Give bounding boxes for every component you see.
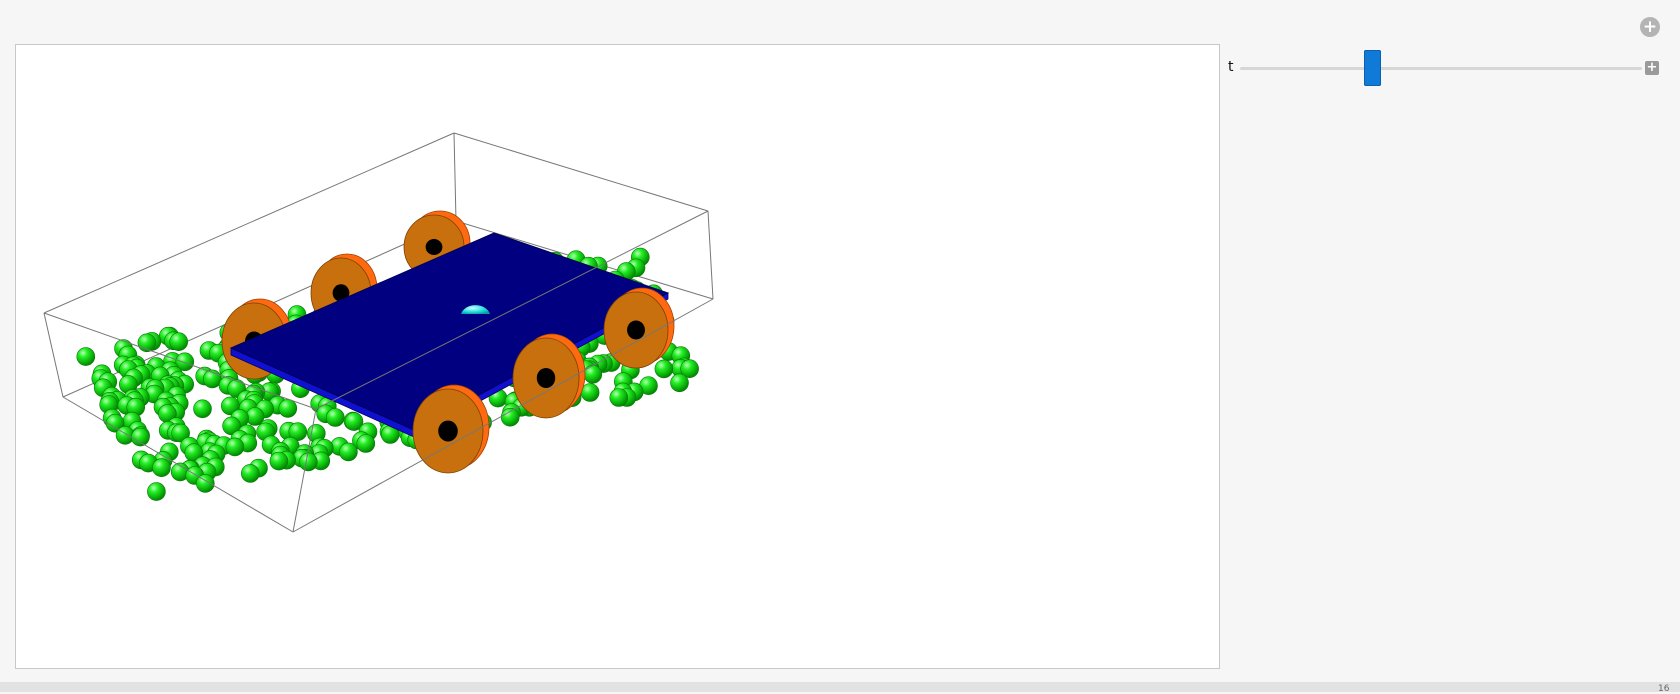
particle-ball (241, 464, 260, 483)
particle-ball (344, 412, 364, 431)
vehicle-body-top (229, 232, 670, 431)
t-slider-thumb[interactable] (1364, 50, 1382, 86)
box-edge (62, 396, 294, 533)
particle-ball (339, 442, 358, 462)
status-text: 16 (1658, 684, 1670, 694)
box-edge (292, 298, 714, 533)
wheel-hub (627, 320, 645, 340)
wheel-hub (438, 420, 458, 442)
particle-ball (680, 359, 699, 379)
particle-ball (152, 458, 171, 478)
box-edge (43, 312, 64, 398)
particle-ball (325, 408, 345, 427)
particle-ball (500, 407, 520, 427)
box-edge (315, 210, 709, 410)
particle-ball (288, 422, 308, 442)
box-edge (292, 408, 317, 533)
particle-ball (269, 451, 289, 471)
box-edge (43, 132, 455, 314)
particle-ball (222, 416, 241, 436)
particle-ball (171, 423, 190, 443)
box-edge (707, 210, 714, 300)
box-edge (453, 132, 709, 212)
center-marker (461, 305, 490, 314)
wheel-hub (536, 368, 556, 388)
wheel-hub (332, 284, 350, 302)
particle-ball (225, 437, 245, 457)
particle-ball (169, 332, 188, 352)
particle-ball (654, 359, 674, 379)
particle-ball (298, 452, 318, 472)
box-edge (43, 312, 317, 410)
slider-expand-icon[interactable]: + (1645, 60, 1659, 75)
particle-ball (583, 364, 603, 384)
3d-graphics-panel[interactable] (15, 44, 1220, 669)
particle-ball (278, 399, 298, 418)
t-slider-track[interactable] (1240, 67, 1642, 70)
particle-ball (105, 413, 125, 433)
particle-ball (147, 482, 166, 501)
particle-ball (670, 373, 689, 393)
particle-ball (131, 427, 150, 447)
particle-ball (609, 388, 629, 407)
box-edge (453, 132, 457, 222)
wheel-hub (425, 239, 443, 255)
particle-ball (193, 399, 212, 419)
particle-ball (356, 434, 376, 453)
status-bar (0, 682, 1680, 692)
3d-scene (43, 132, 714, 533)
add-control-icon[interactable]: + (1640, 17, 1660, 37)
particle-ball (175, 352, 195, 372)
particle-ball (76, 347, 96, 366)
particle-ball (196, 474, 215, 493)
slider-label-t: t (1228, 59, 1234, 75)
